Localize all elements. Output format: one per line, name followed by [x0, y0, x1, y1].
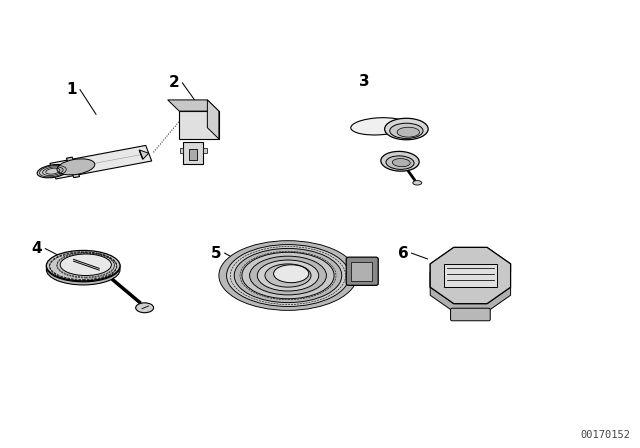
- Ellipse shape: [413, 181, 422, 185]
- Ellipse shape: [351, 118, 407, 135]
- Ellipse shape: [46, 251, 120, 282]
- Text: 3: 3: [360, 74, 370, 89]
- FancyBboxPatch shape: [184, 142, 203, 164]
- Text: 1: 1: [67, 82, 77, 97]
- Polygon shape: [179, 111, 219, 139]
- Polygon shape: [430, 247, 511, 304]
- Ellipse shape: [250, 256, 326, 295]
- Polygon shape: [140, 150, 148, 159]
- Ellipse shape: [219, 241, 357, 310]
- Ellipse shape: [234, 249, 342, 302]
- Polygon shape: [180, 148, 184, 153]
- Ellipse shape: [274, 265, 309, 283]
- FancyBboxPatch shape: [189, 149, 197, 160]
- Polygon shape: [67, 157, 79, 178]
- Polygon shape: [50, 146, 152, 179]
- FancyBboxPatch shape: [451, 308, 490, 321]
- Ellipse shape: [242, 252, 334, 299]
- Text: 00170152: 00170152: [580, 430, 630, 440]
- Ellipse shape: [57, 159, 95, 175]
- Ellipse shape: [257, 260, 319, 291]
- Ellipse shape: [386, 156, 414, 169]
- Ellipse shape: [381, 151, 419, 171]
- Ellipse shape: [60, 255, 111, 276]
- Text: 5: 5: [211, 246, 221, 261]
- Ellipse shape: [60, 258, 111, 280]
- Polygon shape: [168, 100, 219, 111]
- Text: 2: 2: [169, 75, 179, 90]
- Ellipse shape: [46, 254, 120, 285]
- Text: 4: 4: [32, 241, 42, 256]
- Polygon shape: [203, 148, 207, 153]
- FancyBboxPatch shape: [346, 257, 378, 285]
- Ellipse shape: [37, 164, 68, 178]
- Ellipse shape: [265, 264, 311, 287]
- Ellipse shape: [392, 159, 410, 167]
- Ellipse shape: [390, 123, 423, 138]
- Polygon shape: [430, 247, 511, 312]
- Ellipse shape: [227, 245, 349, 306]
- Text: 6: 6: [398, 246, 408, 261]
- Ellipse shape: [385, 118, 428, 140]
- Ellipse shape: [60, 254, 111, 276]
- Ellipse shape: [397, 127, 420, 137]
- Ellipse shape: [46, 250, 120, 281]
- Polygon shape: [207, 100, 219, 139]
- Ellipse shape: [136, 303, 154, 313]
- FancyBboxPatch shape: [351, 262, 372, 281]
- Polygon shape: [444, 264, 497, 287]
